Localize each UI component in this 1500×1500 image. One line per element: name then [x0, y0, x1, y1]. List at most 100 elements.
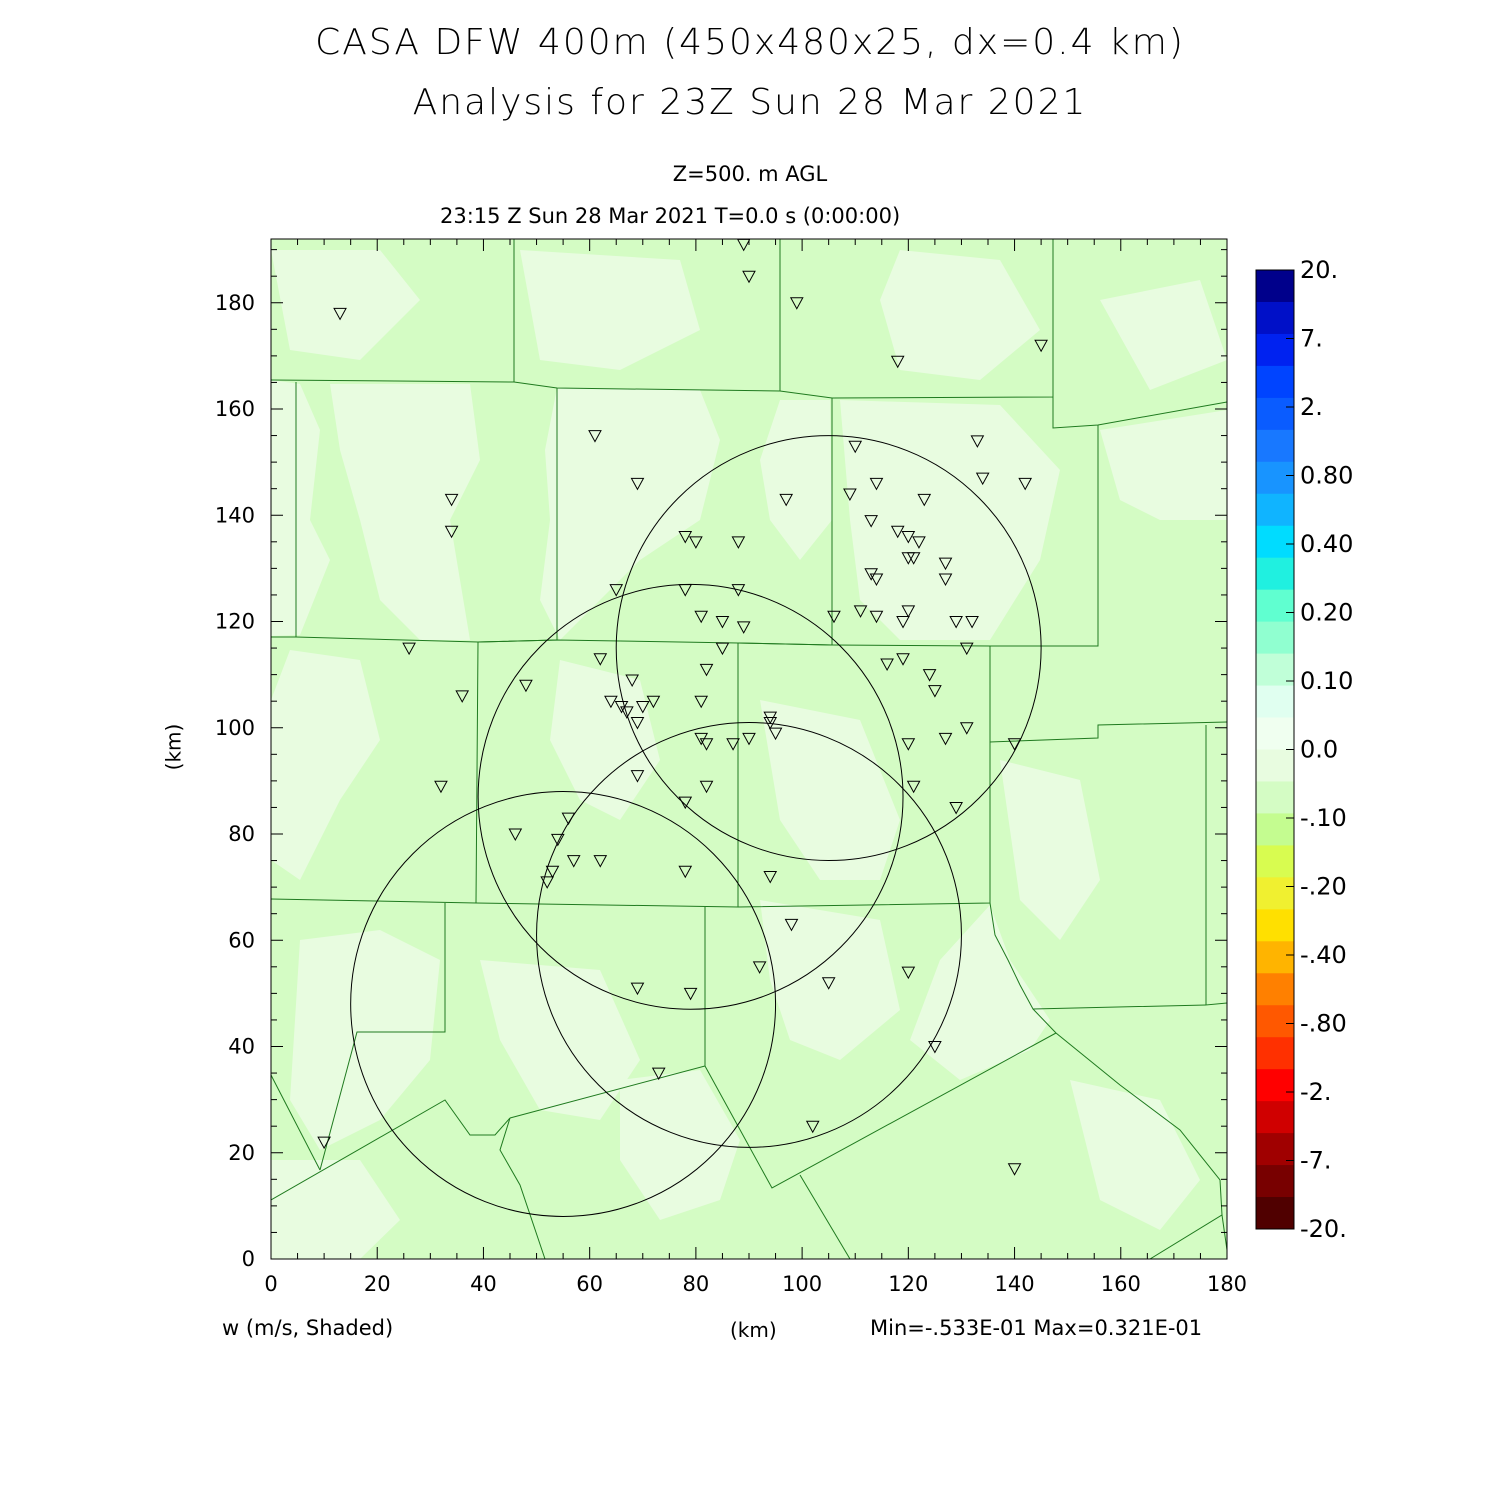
- colorbar-swatch: [1256, 845, 1294, 878]
- station-marker: [1007, 1163, 1022, 1176]
- station-marker: [965, 616, 979, 629]
- station-marker: [768, 727, 783, 741]
- colorbar-swatch: [1256, 941, 1294, 974]
- station-marker: [901, 531, 916, 544]
- y-tick-label: 160: [215, 397, 255, 421]
- station-marker: [726, 738, 740, 751]
- colorbar-label: 20.: [1300, 256, 1338, 284]
- colorbar-swatch: [1256, 749, 1294, 782]
- chart-title: CASA DFW 400m (450x480x25, dx=0.4 km): [315, 22, 1185, 63]
- station-marker: [635, 701, 650, 714]
- station-marker: [694, 695, 709, 709]
- station-marker: [604, 695, 618, 709]
- station-marker: [880, 658, 894, 672]
- county-boundaries: [271, 239, 1227, 1259]
- colorbar-swatch: [1256, 1197, 1294, 1230]
- colorbar-label: 0.10: [1300, 667, 1353, 695]
- station-marker: [630, 716, 645, 730]
- station-marker: [550, 833, 565, 847]
- colorbar-swatch: [1256, 1005, 1294, 1038]
- station-marker: [848, 440, 863, 454]
- station-marker: [1034, 339, 1048, 353]
- station-marker: [620, 706, 634, 719]
- colorbar-label: 0.80: [1300, 462, 1353, 490]
- station-marker: [678, 531, 693, 544]
- station-marker: [890, 355, 905, 369]
- station-marker: [949, 801, 963, 815]
- y-tick-label: 40: [228, 1035, 255, 1059]
- x-tick-label: 40: [470, 1272, 497, 1296]
- station-marker: [789, 297, 804, 310]
- colorbar-swatch: [1256, 429, 1294, 463]
- min-max-label: Min=-.533E-01 Max=0.321E-01: [870, 1316, 1203, 1340]
- station-marker: [317, 1136, 331, 1150]
- station-marker: [402, 642, 416, 656]
- station-marker: [890, 525, 905, 539]
- y-tick-label: 120: [215, 610, 255, 634]
- station-marker: [843, 488, 857, 502]
- station-marker: [896, 653, 910, 666]
- station-marker: [763, 871, 778, 884]
- station-marker: [625, 674, 639, 687]
- station-marker: [593, 653, 608, 666]
- x-tick-label: 180: [1207, 1272, 1247, 1296]
- station-marker: [609, 584, 624, 597]
- radar-ring-4: [350, 791, 777, 1217]
- station-marker: [566, 855, 581, 868]
- station-marker: [869, 573, 884, 587]
- station-marker: [928, 1041, 942, 1054]
- station-marker: [1018, 477, 1033, 491]
- w-field-shading: [271, 239, 1227, 1259]
- colorbar-label: -7.: [1300, 1147, 1332, 1175]
- colorbar-swatch: [1256, 1165, 1294, 1198]
- colorbar-label: 0.20: [1300, 599, 1353, 627]
- station-marker: [901, 966, 916, 980]
- colorbar-label: 0.0: [1300, 736, 1338, 764]
- radar-range-rings: [350, 435, 1042, 1217]
- station-marker: [678, 796, 693, 810]
- colorbar-swatch: [1256, 781, 1294, 814]
- station-marker: [938, 557, 953, 571]
- colorbar-label: -.80: [1300, 1010, 1347, 1038]
- station-marker: [864, 515, 878, 528]
- station-marker: [869, 477, 884, 491]
- colorbar-swatch: [1256, 589, 1294, 623]
- colorbar: 20. 7. 2. 0.80 0.40 0.20 0.10 0.0 -.10 -.20 -.40 -.…: [1255, 256, 1353, 1243]
- station-marker: [678, 584, 693, 597]
- station-marker: [699, 738, 714, 751]
- station-markers: [317, 239, 1048, 1176]
- chart-subtitle: Analysis for 23Z Sun 28 Mar 2021: [412, 82, 1088, 123]
- station-marker: [901, 605, 916, 618]
- station-marker: [519, 679, 533, 693]
- x-tick-label: 160: [1101, 1272, 1141, 1296]
- colorbar-label: -.40: [1300, 941, 1347, 969]
- x-tick-label: 120: [888, 1272, 928, 1296]
- colorbar-swatch: [1256, 973, 1294, 1006]
- station-marker: [959, 722, 974, 735]
- colorbar-swatch: [1256, 1101, 1294, 1134]
- colorbar-swatch: [1256, 1069, 1294, 1102]
- x-tick-label: 60: [576, 1272, 603, 1296]
- station-marker: [901, 552, 916, 565]
- station-marker: [922, 669, 937, 682]
- colorbar-swatch: [1256, 301, 1294, 335]
- station-marker: [434, 780, 448, 794]
- colorbar-swatch: [1256, 1037, 1294, 1070]
- station-marker: [784, 918, 799, 932]
- x-tick-label: 0: [264, 1272, 277, 1296]
- station-marker: [917, 493, 932, 507]
- colorbar-swatch: [1256, 493, 1294, 527]
- station-marker: [630, 982, 645, 996]
- station-marker: [731, 536, 746, 549]
- station-marker: [731, 584, 746, 597]
- station-marker: [561, 812, 576, 826]
- station-marker: [975, 472, 990, 486]
- station-marker: [545, 865, 560, 879]
- colorbar-swatch: [1256, 717, 1294, 750]
- station-marker: [853, 605, 868, 618]
- colorbar-swatch: [1256, 813, 1294, 846]
- y-tick-label: 0: [242, 1247, 255, 1271]
- station-marker: [630, 770, 645, 783]
- colorbar-swatch: [1256, 333, 1294, 367]
- station-marker: [444, 493, 459, 507]
